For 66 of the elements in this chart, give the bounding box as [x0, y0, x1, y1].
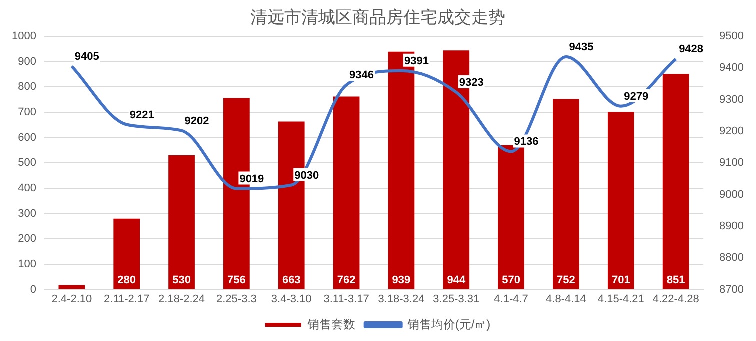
- y-tick-label: 0: [30, 284, 36, 296]
- y-tick-label: 700: [18, 106, 36, 118]
- x-tick-label: 3.25-3.31: [433, 293, 480, 306]
- chart-title: 清远市清城区商品房住宅成交走势: [250, 8, 506, 27]
- y-tick-label: 300: [18, 208, 36, 220]
- bar: [498, 145, 524, 290]
- y2-tick-label: 9100: [720, 157, 744, 170]
- y2-tick-label: 9500: [720, 30, 744, 42]
- x-tick-label: 3.4-3.10: [271, 293, 312, 306]
- y-tick-label: 600: [18, 132, 36, 144]
- y-tick-label: 900: [18, 56, 36, 68]
- data-label: 280: [118, 274, 136, 286]
- y-tick-label: 500: [18, 157, 36, 170]
- y2-tick-label: 8900: [720, 220, 744, 232]
- data-label: 9428: [679, 44, 704, 56]
- data-label: 944: [447, 274, 466, 286]
- bar: [608, 112, 634, 290]
- data-label: 9346: [350, 70, 374, 82]
- bar: [114, 218, 140, 290]
- y2-tick-label: 8700: [720, 284, 744, 296]
- data-label: 939: [392, 274, 411, 286]
- legend-label: 销售均价(元/㎡): [406, 317, 491, 332]
- data-label: 756: [228, 274, 246, 286]
- x-tick-label: 2.11-2.17: [104, 293, 150, 306]
- legend-label: 销售套数: [306, 317, 356, 332]
- data-label: 9019: [240, 173, 264, 186]
- y-tick-label: 100: [18, 258, 36, 270]
- x-tick-label: 4.22-4.28: [652, 293, 700, 306]
- y-tick-label: 200: [18, 233, 36, 246]
- y2-tick-label: 9300: [720, 94, 744, 106]
- y2-tick-label: 9200: [720, 125, 744, 138]
- x-tick-label: 4.8-4.14: [546, 293, 586, 306]
- y-tick-label: 1000: [12, 30, 36, 42]
- data-label: 762: [337, 274, 356, 286]
- data-label: 9030: [294, 170, 320, 182]
- x-tick-label: 2.18-2.24: [158, 293, 206, 306]
- data-label: 570: [502, 274, 520, 286]
- data-label: 663: [282, 274, 301, 286]
- x-tick-label: 3.11-3.17: [324, 293, 370, 306]
- y2-tick-label: 8800: [720, 252, 744, 264]
- data-label: 9323: [459, 76, 484, 89]
- bar: [168, 156, 195, 290]
- bar: [553, 99, 580, 290]
- data-label: 9405: [74, 51, 100, 64]
- data-label: 9221: [130, 109, 154, 122]
- data-label: 752: [557, 274, 576, 286]
- y2-tick-label: 9000: [720, 188, 744, 201]
- data-label: 701: [612, 274, 630, 286]
- data-label: 530: [172, 274, 191, 286]
- x-tick-label: 2.4-2.10: [52, 293, 92, 306]
- data-label: 9435: [569, 42, 594, 54]
- bar: [58, 285, 86, 290]
- x-tick-label: 4.1-4.7: [494, 293, 528, 306]
- x-tick-label: 4.15-4.21: [598, 293, 644, 306]
- y-tick-label: 800: [18, 81, 36, 94]
- data-label: 851: [666, 274, 686, 286]
- y2-tick-label: 9400: [720, 62, 744, 74]
- x-tick-label: 2.25-3.3: [216, 293, 257, 306]
- y-tick-label: 400: [18, 182, 36, 194]
- data-label: 9279: [624, 90, 649, 103]
- bar: [662, 74, 690, 290]
- x-tick-label: 3.18-3.24: [378, 293, 425, 306]
- data-label: 9136: [514, 136, 539, 148]
- data-label: 9202: [184, 115, 210, 128]
- data-label: 9391: [404, 55, 429, 68]
- bar: [333, 96, 360, 290]
